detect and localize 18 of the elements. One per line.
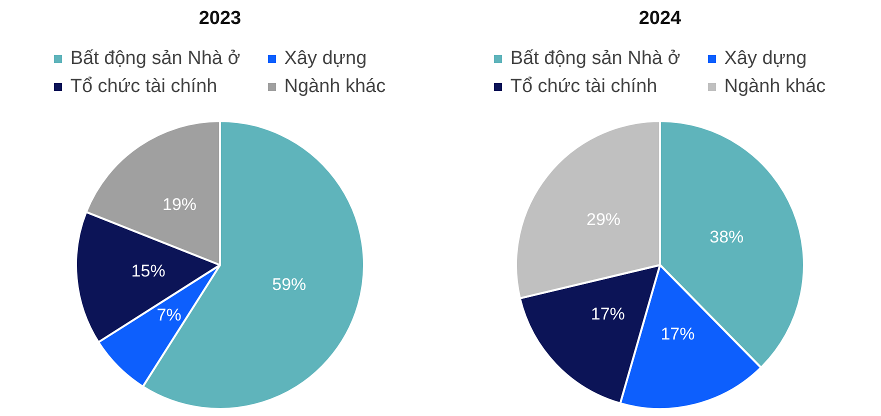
data-label: 15% bbox=[131, 261, 166, 280]
legend-label: Xây dựng bbox=[724, 48, 807, 70]
legend-label: Ngành khác bbox=[284, 76, 386, 98]
data-label: 17% bbox=[660, 324, 695, 344]
legend-label: Bất động sản Nhà ở bbox=[70, 48, 240, 70]
data-label: 17% bbox=[590, 304, 625, 324]
legend-label: Tổ chức tài chính bbox=[70, 76, 218, 98]
legend-label: Tổ chức tài chính bbox=[510, 76, 658, 98]
legend-label: Ngành khác bbox=[724, 76, 826, 98]
data-label: 38% bbox=[710, 227, 744, 246]
data-label: 29% bbox=[586, 210, 621, 230]
data-label: 7% bbox=[156, 306, 182, 325]
legend-label: Bất động sản Nhà ở bbox=[510, 48, 680, 70]
legend-label: Xây dựng bbox=[284, 48, 367, 70]
data-label: 59% bbox=[272, 274, 306, 294]
chart-title: 2023 bbox=[198, 8, 242, 31]
data-label: 19% bbox=[162, 195, 197, 214]
chart-title: 2024 bbox=[638, 8, 682, 31]
